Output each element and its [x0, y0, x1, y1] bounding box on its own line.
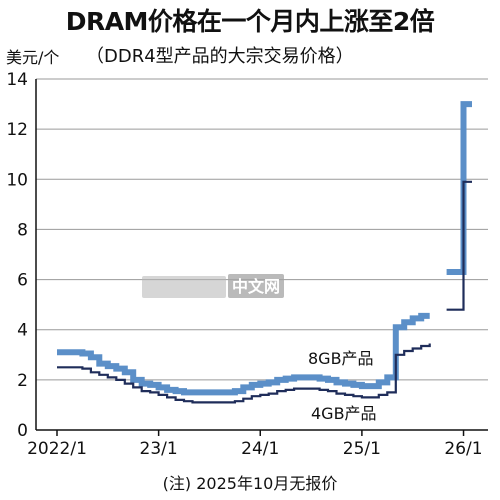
- x-tick-label-2025-01: 25/1: [343, 439, 381, 459]
- axes: [35, 79, 488, 436]
- watermark: 中文网: [142, 274, 284, 298]
- y-tick-label-10: 10: [6, 170, 28, 190]
- series-line-4gb-segment-1: [57, 343, 431, 404]
- y-tick-label-8: 8: [17, 220, 28, 240]
- x-tick-label-2024-01: 24/1: [241, 439, 279, 459]
- x-tick-label-2023-01: 23/1: [140, 439, 178, 459]
- series-line-4gb-segment-2: [446, 180, 472, 311]
- y-tick-label-14: 14: [6, 70, 28, 90]
- watermark-text-box: [228, 274, 284, 298]
- grid-lines: [36, 78, 488, 381]
- y-tick-label-12: 12: [6, 120, 28, 140]
- series-lines: [57, 101, 472, 404]
- y-tick-label-6: 6: [17, 271, 28, 291]
- y-tick-label-0: 0: [17, 421, 28, 441]
- y-tick-label-4: 4: [17, 321, 28, 341]
- y-axis-unit: 美元/个: [6, 48, 60, 67]
- watermark-logo-box: [142, 276, 226, 298]
- series-label-4gb: 4GB产品: [311, 404, 377, 423]
- tick-labels: 0 2 4 6 8 10 12 14 2022/1 23/1 24/1 25/1 26/1: [6, 70, 482, 459]
- x-tick-label-2026-01: 26/1: [444, 439, 482, 459]
- watermark-text: 中文网: [232, 277, 280, 296]
- chart-note: (注) 2025年10月无报价: [162, 474, 338, 493]
- x-tick-label-2022-01: 2022/1: [27, 439, 87, 459]
- series-line-8gb-segment-1: [57, 312, 430, 396]
- chart-title: DRAM价格在一个月内上涨至2倍: [65, 7, 435, 36]
- series-label-8gb: 8GB产品: [308, 349, 374, 368]
- chart-subtitle: （DDR4型产品的大宗交易价格）: [86, 46, 354, 67]
- y-tick-label-2: 2: [17, 371, 28, 391]
